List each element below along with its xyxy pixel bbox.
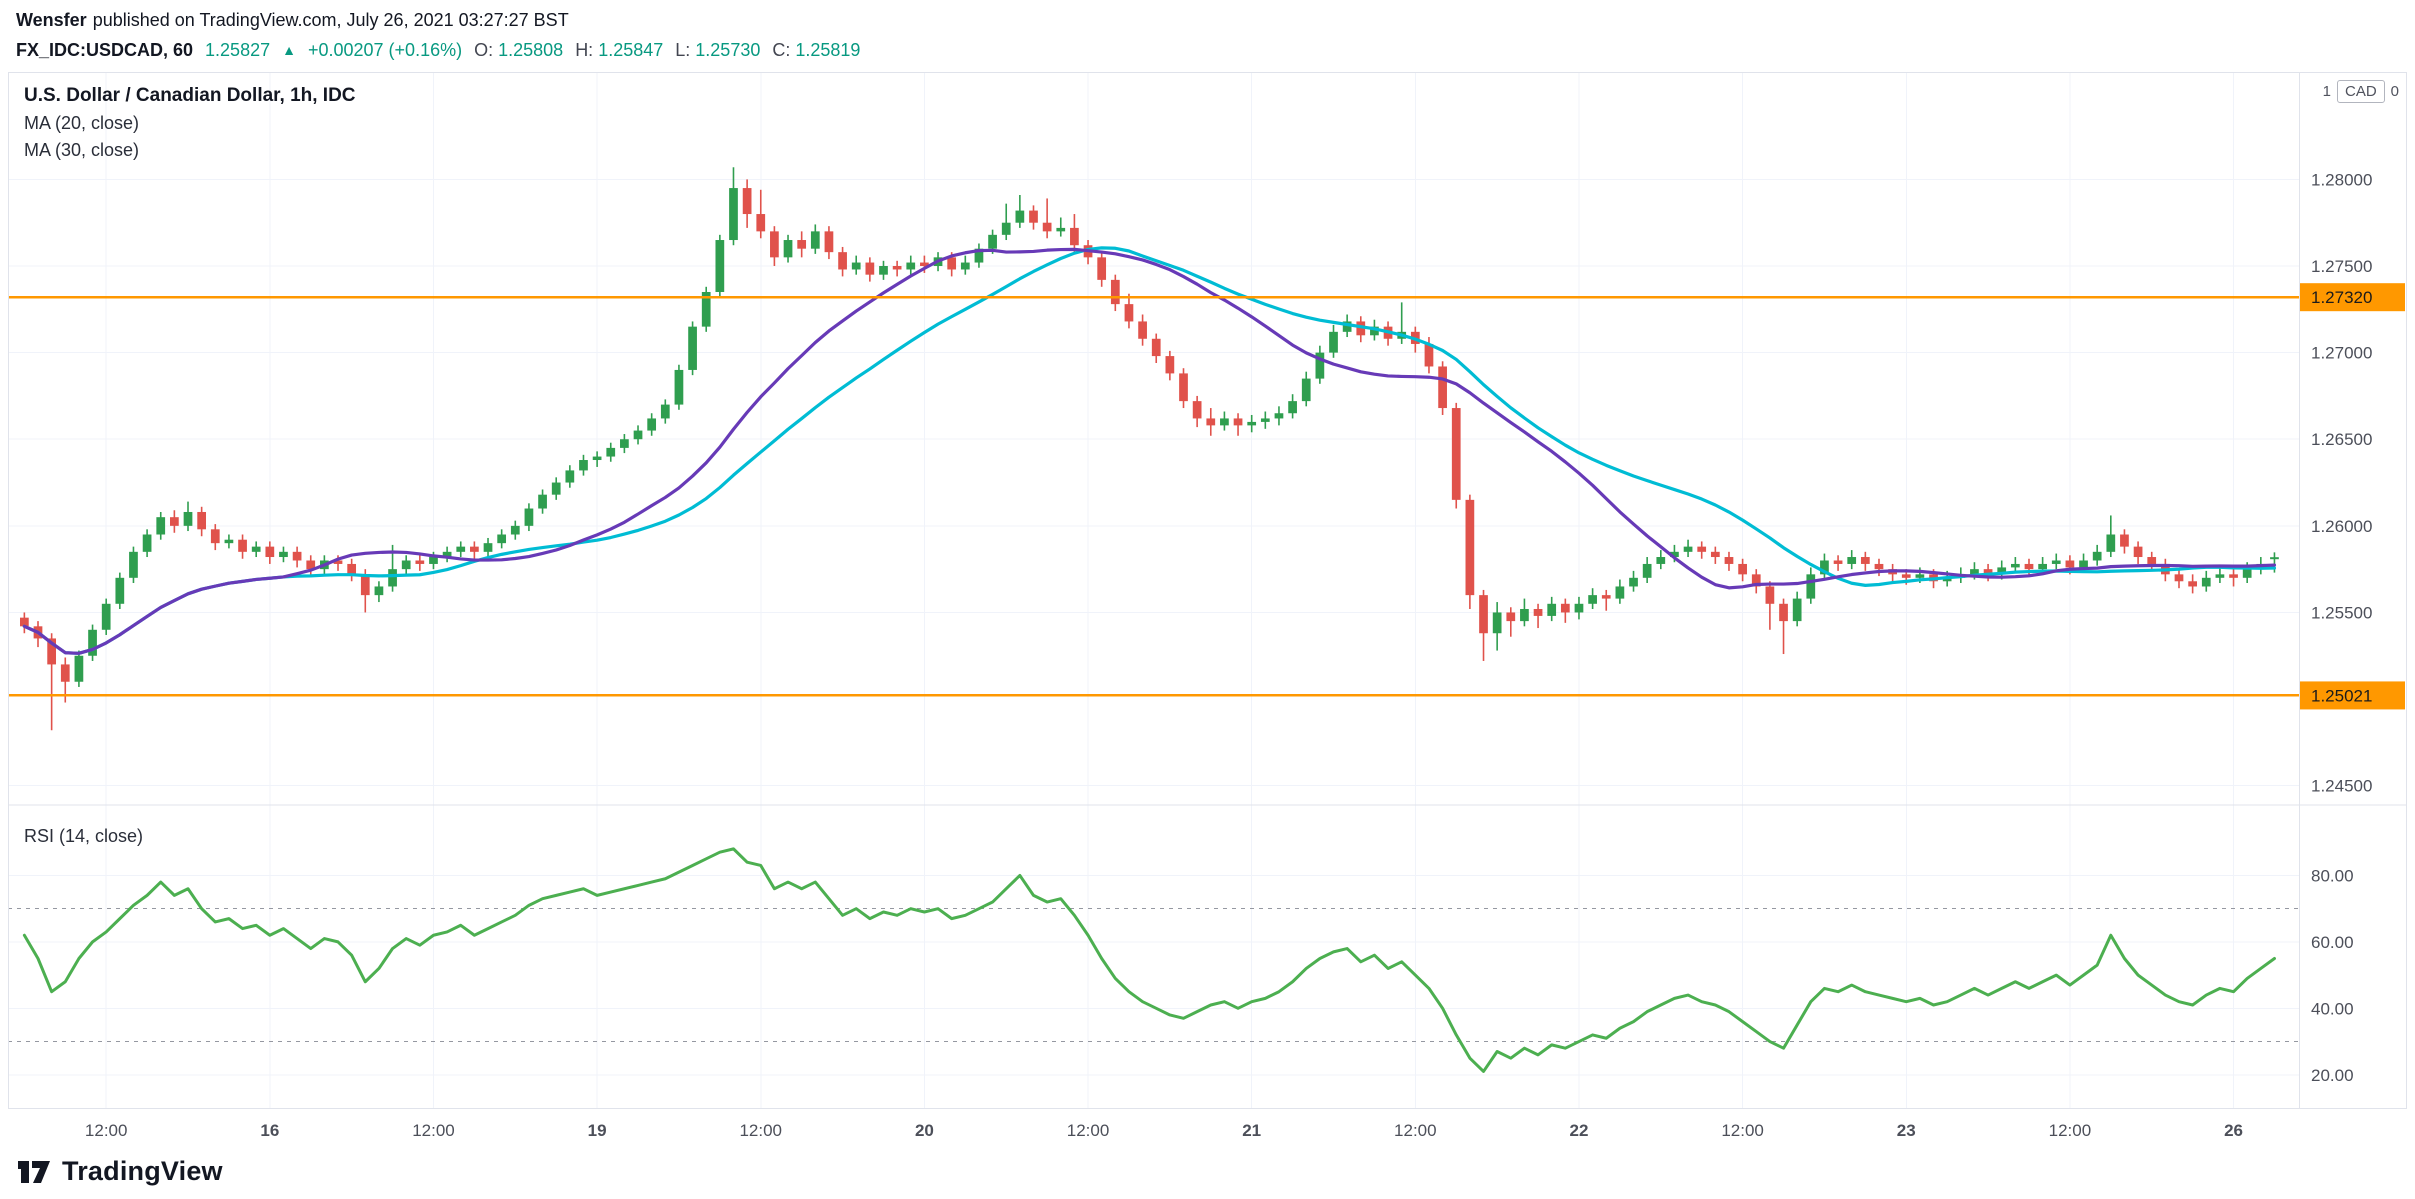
svg-text:1.27000: 1.27000 bbox=[2311, 344, 2372, 363]
svg-text:20.00: 20.00 bbox=[2311, 1066, 2354, 1085]
currency-unit-chip: CAD bbox=[2336, 80, 2385, 103]
svg-text:21: 21 bbox=[1242, 1121, 1261, 1140]
rsi-band-lines bbox=[8, 908, 2299, 1043]
tradingview-logo-icon bbox=[18, 1160, 50, 1183]
high-pair: H: 1.25847 bbox=[575, 38, 663, 62]
rsi-line bbox=[22, 847, 2276, 1073]
high-label: H: bbox=[575, 40, 594, 60]
moving-averages bbox=[22, 246, 2277, 655]
price-change: +0.00207 (+0.16%) bbox=[307, 40, 463, 60]
axis-labels: 1.28000 1.27500 1.27000 1.26500 1.26000 1.255… bbox=[85, 170, 2373, 1140]
chart-region[interactable]: 1.27320 1.25021 1.28000 1.27500 1.27000 1.265… bbox=[8, 72, 2407, 1148]
symbol-line: FX_IDC:USDCAD, 60 1.25827 ▲ +0.00207 (+0… bbox=[16, 38, 860, 62]
price-scale-unit-toggle[interactable]: 1 CAD 0 bbox=[2323, 80, 2399, 103]
low-pair: L: 1.25730 bbox=[675, 38, 760, 62]
up-arrow-icon: ▲ bbox=[282, 42, 296, 58]
svg-text:1.25021: 1.25021 bbox=[2311, 686, 2372, 705]
svg-text:16: 16 bbox=[260, 1121, 279, 1140]
svg-text:12:00: 12:00 bbox=[1721, 1121, 1764, 1140]
close-value: 1.25819 bbox=[795, 40, 861, 60]
author-name: Wensfer bbox=[16, 10, 87, 30]
svg-text:1.26000: 1.26000 bbox=[2311, 517, 2372, 536]
high-value: 1.25847 bbox=[598, 40, 664, 60]
svg-text:12:00: 12:00 bbox=[85, 1121, 128, 1140]
close-label: C: bbox=[772, 40, 791, 60]
svg-text:80.00: 80.00 bbox=[2311, 866, 2354, 885]
unit-prefix: 1 bbox=[2322, 83, 2331, 100]
open-value: 1.25808 bbox=[498, 40, 564, 60]
symbol-name: FX_IDC:USDCAD, 60 bbox=[16, 40, 194, 60]
svg-text:23: 23 bbox=[1897, 1121, 1916, 1140]
svg-text:40.00: 40.00 bbox=[2311, 999, 2354, 1018]
svg-text:12:00: 12:00 bbox=[2049, 1121, 2092, 1140]
svg-text:1.26500: 1.26500 bbox=[2311, 430, 2372, 449]
svg-text:60.00: 60.00 bbox=[2311, 933, 2354, 952]
svg-text:19: 19 bbox=[588, 1121, 607, 1140]
chart-header: Wensfer published on TradingView.com, Ju… bbox=[16, 8, 860, 62]
publish-info: published on TradingView.com, July 26, 2… bbox=[92, 10, 569, 30]
publish-line: Wensfer published on TradingView.com, Ju… bbox=[16, 8, 860, 32]
low-value: 1.25730 bbox=[695, 40, 761, 60]
close-pair: C: 1.25819 bbox=[772, 38, 860, 62]
svg-text:1.25500: 1.25500 bbox=[2311, 603, 2372, 622]
candlesticks bbox=[20, 167, 2279, 731]
svg-text:1.27500: 1.27500 bbox=[2311, 257, 2372, 276]
svg-text:1.27320: 1.27320 bbox=[2311, 288, 2372, 307]
svg-text:1.24500: 1.24500 bbox=[2311, 777, 2372, 796]
horizontal-price-lines: 1.27320 1.25021 bbox=[8, 283, 2405, 710]
svg-text:22: 22 bbox=[1570, 1121, 1589, 1140]
svg-text:12:00: 12:00 bbox=[412, 1121, 455, 1140]
svg-text:20: 20 bbox=[915, 1121, 934, 1140]
svg-text:12:00: 12:00 bbox=[739, 1121, 782, 1140]
svg-text:12:00: 12:00 bbox=[1394, 1121, 1437, 1140]
last-price: 1.25827 bbox=[205, 40, 271, 60]
svg-text:12:00: 12:00 bbox=[1067, 1121, 1110, 1140]
svg-text:26: 26 bbox=[2224, 1121, 2243, 1140]
svg-text:1.28000: 1.28000 bbox=[2311, 170, 2372, 189]
pane-borders bbox=[8, 72, 2407, 1109]
unit-suffix: 0 bbox=[2390, 83, 2399, 100]
low-label: L: bbox=[675, 40, 691, 60]
candlestick-chart-canvas[interactable]: 1.27320 1.25021 1.28000 1.27500 1.27000 1.265… bbox=[8, 72, 2407, 1148]
open-label: O: bbox=[474, 40, 494, 60]
rsi-legend: RSI (14, close) bbox=[24, 826, 144, 846]
open-pair: O: 1.25808 bbox=[474, 38, 563, 62]
tradingview-footer-link[interactable]: TradingView bbox=[16, 1156, 223, 1187]
tradingview-wordmark: TradingView bbox=[62, 1156, 223, 1186]
grid-lines bbox=[8, 72, 2299, 1108]
